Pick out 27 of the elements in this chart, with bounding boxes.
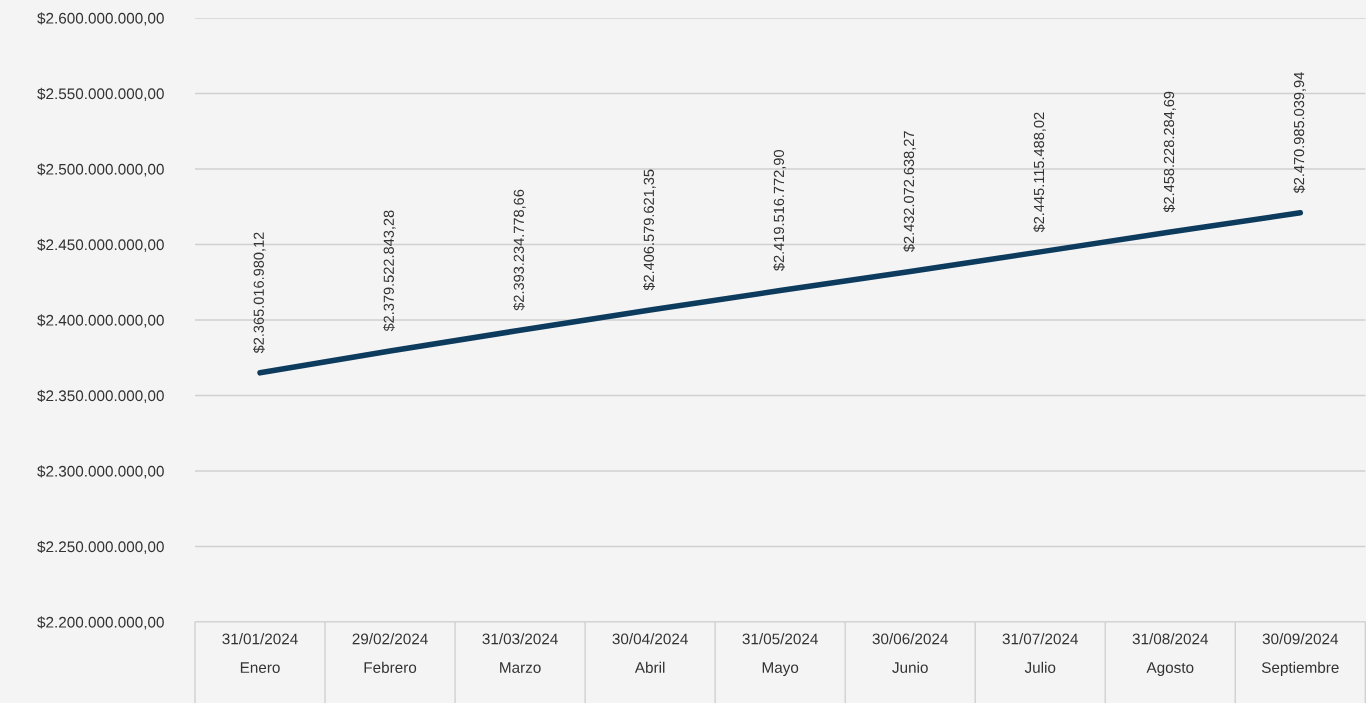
data-label: $2.379.522.843,28 [383,210,396,332]
y-tick-label: $2.550.000.000,00 [37,87,164,101]
x-tick-label: 31/08/2024 Agosto [1132,633,1209,676]
data-label: $2.406.579.621,35 [643,169,656,291]
y-tick-label: $2.500.000.000,00 [37,163,164,177]
x-tick-label: 31/03/2024 Marzo [482,633,558,673]
x-tick-label: 30/04/2024 Abril [612,633,688,673]
data-label: $2.393.234.778,66 [513,189,526,311]
y-tick-label: $2.600.000.000,00 [37,12,164,26]
data-label: $2.365.016.980,12 [252,232,266,354]
data-label: $2.445.115.488,02 [1033,112,1046,233]
y-tick-label: $2.200.000.000,00 [37,616,164,630]
x-tick-label: 30/06/2024 Junio [872,633,948,673]
y-tick-label: $2.400.000.000,00 [37,314,164,328]
x-tick-label: 31/01/2024 Enero [222,633,298,673]
data-label: $2.458.228.284,69 [1163,91,1176,213]
x-tick-label: 31/05/2024 Mayo [742,633,818,676]
x-tick-label: 30/09/2024 Septiembre [1261,633,1339,676]
x-tick-label: 31/07/2024 Julio [1002,633,1079,673]
x-tick-label: 29/02/2024 Febrero [352,633,428,673]
y-tick-label: $2.300.000.000,00 [37,465,164,479]
y-tick-label: $2.250.000.000,00 [37,540,164,554]
y-tick-label: $2.450.000.000,00 [37,238,164,252]
data-label: $2.432.072.638,27 [903,131,916,252]
y-tick-label: $2.350.000.000,00 [37,389,164,403]
data-label: $2.419.516.772,90 [773,150,786,271]
data-label: $2.470.985.039,94 [1293,72,1306,194]
